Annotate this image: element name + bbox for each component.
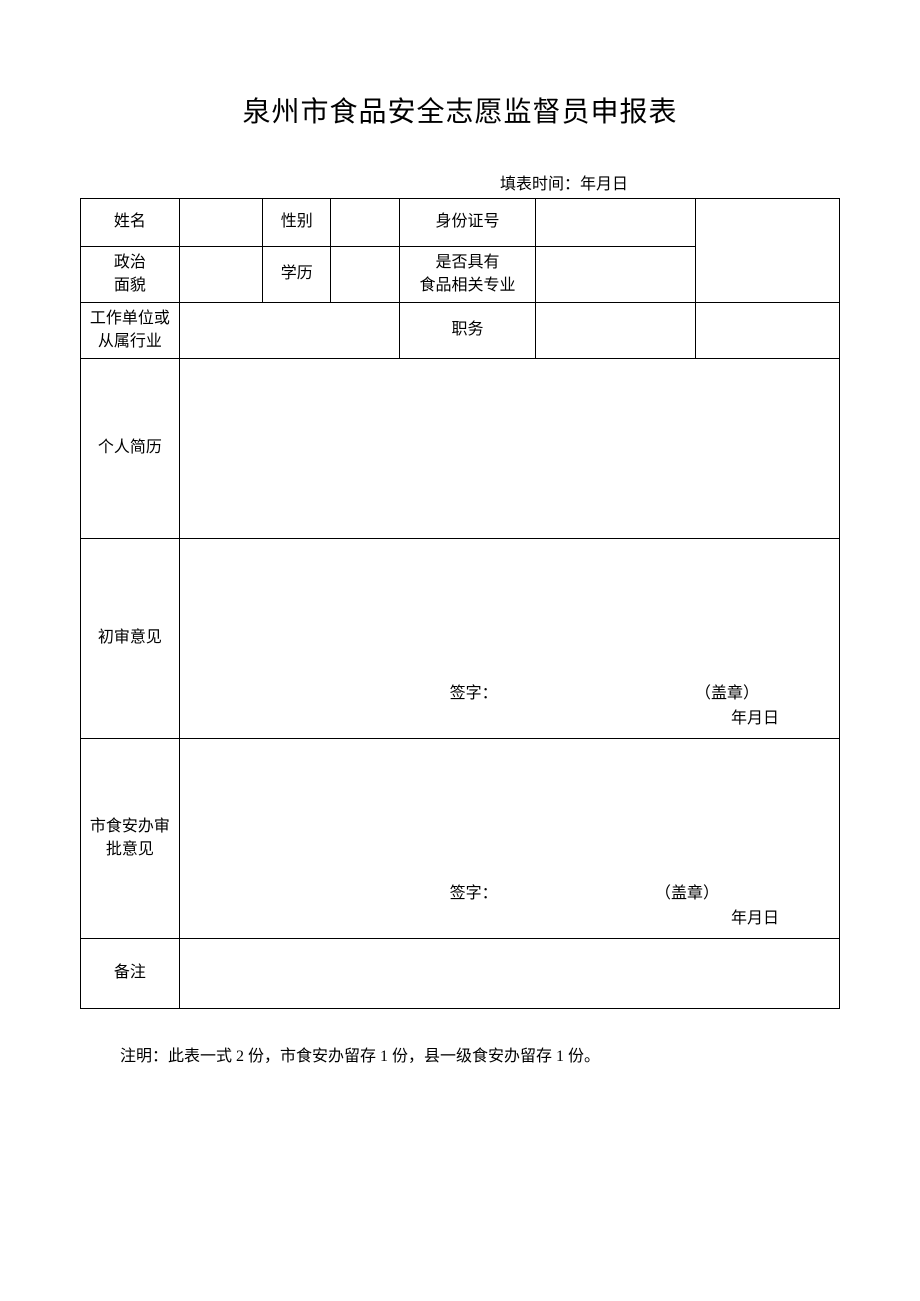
gender-value[interactable] (331, 199, 399, 247)
fill-time-label: 填表时间：年月日 (80, 170, 840, 194)
food-major-label: 是否具有 食品相关专业 (399, 247, 536, 303)
signature-label: 签字： (450, 683, 498, 705)
table-row: 市食安办审 批意见 签字： （盖章） 年月日 (81, 739, 840, 939)
city-review-value[interactable]: 签字： （盖章） 年月日 (179, 739, 839, 939)
seal-label: （盖章） (655, 883, 719, 905)
initial-review-label: 初审意见 (81, 539, 180, 739)
signature-label: 签字： (450, 883, 498, 905)
extra-cell[interactable] (695, 303, 839, 359)
political-label: 政治 面貌 (81, 247, 180, 303)
education-value[interactable] (331, 247, 399, 303)
name-label: 姓名 (81, 199, 180, 247)
table-row: 个人简历 (81, 359, 840, 539)
footer-note: 注明：此表一式 2 份，市食安办留存 1 份，县一级食安办留存 1 份。 (80, 1044, 840, 1070)
id-value[interactable] (536, 199, 695, 247)
table-row: 工作单位或 从属行业 职务 (81, 303, 840, 359)
position-label: 职务 (399, 303, 536, 359)
form-title: 泉州市食品安全志愿监督员申报表 (80, 90, 840, 130)
work-unit-value[interactable] (179, 303, 399, 359)
position-value[interactable] (536, 303, 695, 359)
application-form-table: 姓名 性别 身份证号 政治 面貌 学历 是否具有 食品相关专业 工作单位或 从属… (80, 198, 840, 1009)
table-row: 备注 (81, 939, 840, 1009)
remark-label: 备注 (81, 939, 180, 1009)
id-label: 身份证号 (399, 199, 536, 247)
initial-review-value[interactable]: 签字： （盖章） 年月日 (179, 539, 839, 739)
photo-cell[interactable] (695, 199, 839, 303)
date-label: 年月日 (200, 908, 819, 930)
political-value[interactable] (179, 247, 262, 303)
initial-review-sign-block: 签字： （盖章） 年月日 (180, 683, 839, 730)
food-major-value[interactable] (536, 247, 695, 303)
city-review-sign-block: 签字： （盖章） 年月日 (180, 883, 839, 930)
gender-label: 性别 (263, 199, 331, 247)
name-value[interactable] (179, 199, 262, 247)
seal-label: （盖章） (695, 683, 759, 705)
city-review-label: 市食安办审 批意见 (81, 739, 180, 939)
work-unit-label: 工作单位或 从属行业 (81, 303, 180, 359)
remark-value[interactable] (179, 939, 839, 1009)
resume-value[interactable] (179, 359, 839, 539)
resume-label: 个人简历 (81, 359, 180, 539)
table-row: 初审意见 签字： （盖章） 年月日 (81, 539, 840, 739)
table-row: 姓名 性别 身份证号 (81, 199, 840, 247)
education-label: 学历 (263, 247, 331, 303)
date-label: 年月日 (200, 708, 819, 730)
